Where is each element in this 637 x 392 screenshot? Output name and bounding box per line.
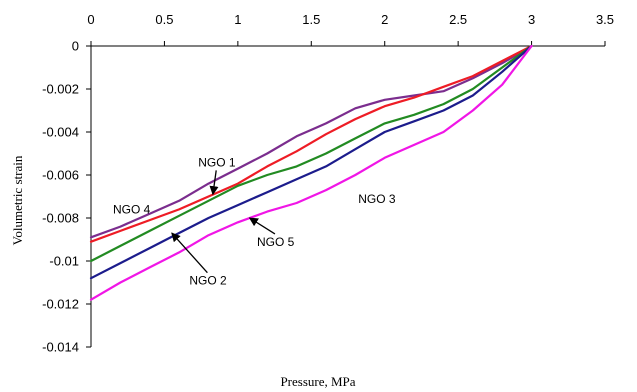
annotation-label: NGO 1	[198, 155, 236, 169]
series-line-ngo-5	[89, 44, 533, 301]
annotation-arrow	[209, 170, 219, 196]
annotation-arrow	[171, 232, 208, 274]
annotation-arrow	[248, 217, 276, 235]
x-tick-label: 3.5	[596, 12, 614, 27]
y-tick-label: -0.002	[42, 82, 79, 97]
y-axis: 0 -0.002 -0.004 -0.006 -0.008 -0.01 -0.012 -0.0…	[42, 39, 92, 355]
x-tick-label: 1.5	[302, 12, 320, 27]
x-tick-label: 1	[234, 12, 241, 27]
x-tick-label: 0	[87, 12, 94, 27]
series-lines	[89, 44, 533, 301]
y-tick-label: -0.012	[42, 297, 79, 312]
x-axis-title: Pressure, MPa	[280, 374, 355, 389]
annotation-label: NGO 4	[113, 203, 151, 217]
x-axis: 0 0.5 1 1.5 2 2.5 3 3.5	[87, 12, 614, 47]
y-tick-label: -0.004	[42, 125, 79, 140]
y-axis-title: Volumetric strain	[10, 155, 25, 245]
series-line-ngo-3	[89, 44, 533, 263]
series-line-ngo-1	[89, 44, 533, 243]
annotation-label: NGO 3	[358, 192, 396, 206]
y-tick-label: -0.014	[42, 340, 79, 355]
series-line-ngo-4	[89, 44, 533, 239]
y-tick-label: -0.006	[42, 168, 79, 183]
y-tick-label: -0.01	[49, 254, 79, 269]
x-tick-label: 3	[528, 12, 535, 27]
x-tick-label: 2.5	[449, 12, 467, 27]
series-line-ngo-2	[89, 44, 533, 280]
annotation-label: NGO 2	[189, 274, 227, 288]
y-tick-label: -0.008	[42, 211, 79, 226]
x-tick-label: 0.5	[155, 12, 173, 27]
y-tick-label: 0	[72, 39, 79, 54]
x-tick-label: 2	[381, 12, 388, 27]
annotation-label: NGO 5	[257, 235, 295, 249]
annotations: NGO 4 NGO 1 NGO 3 NGO 5 NGO 2	[113, 155, 396, 287]
